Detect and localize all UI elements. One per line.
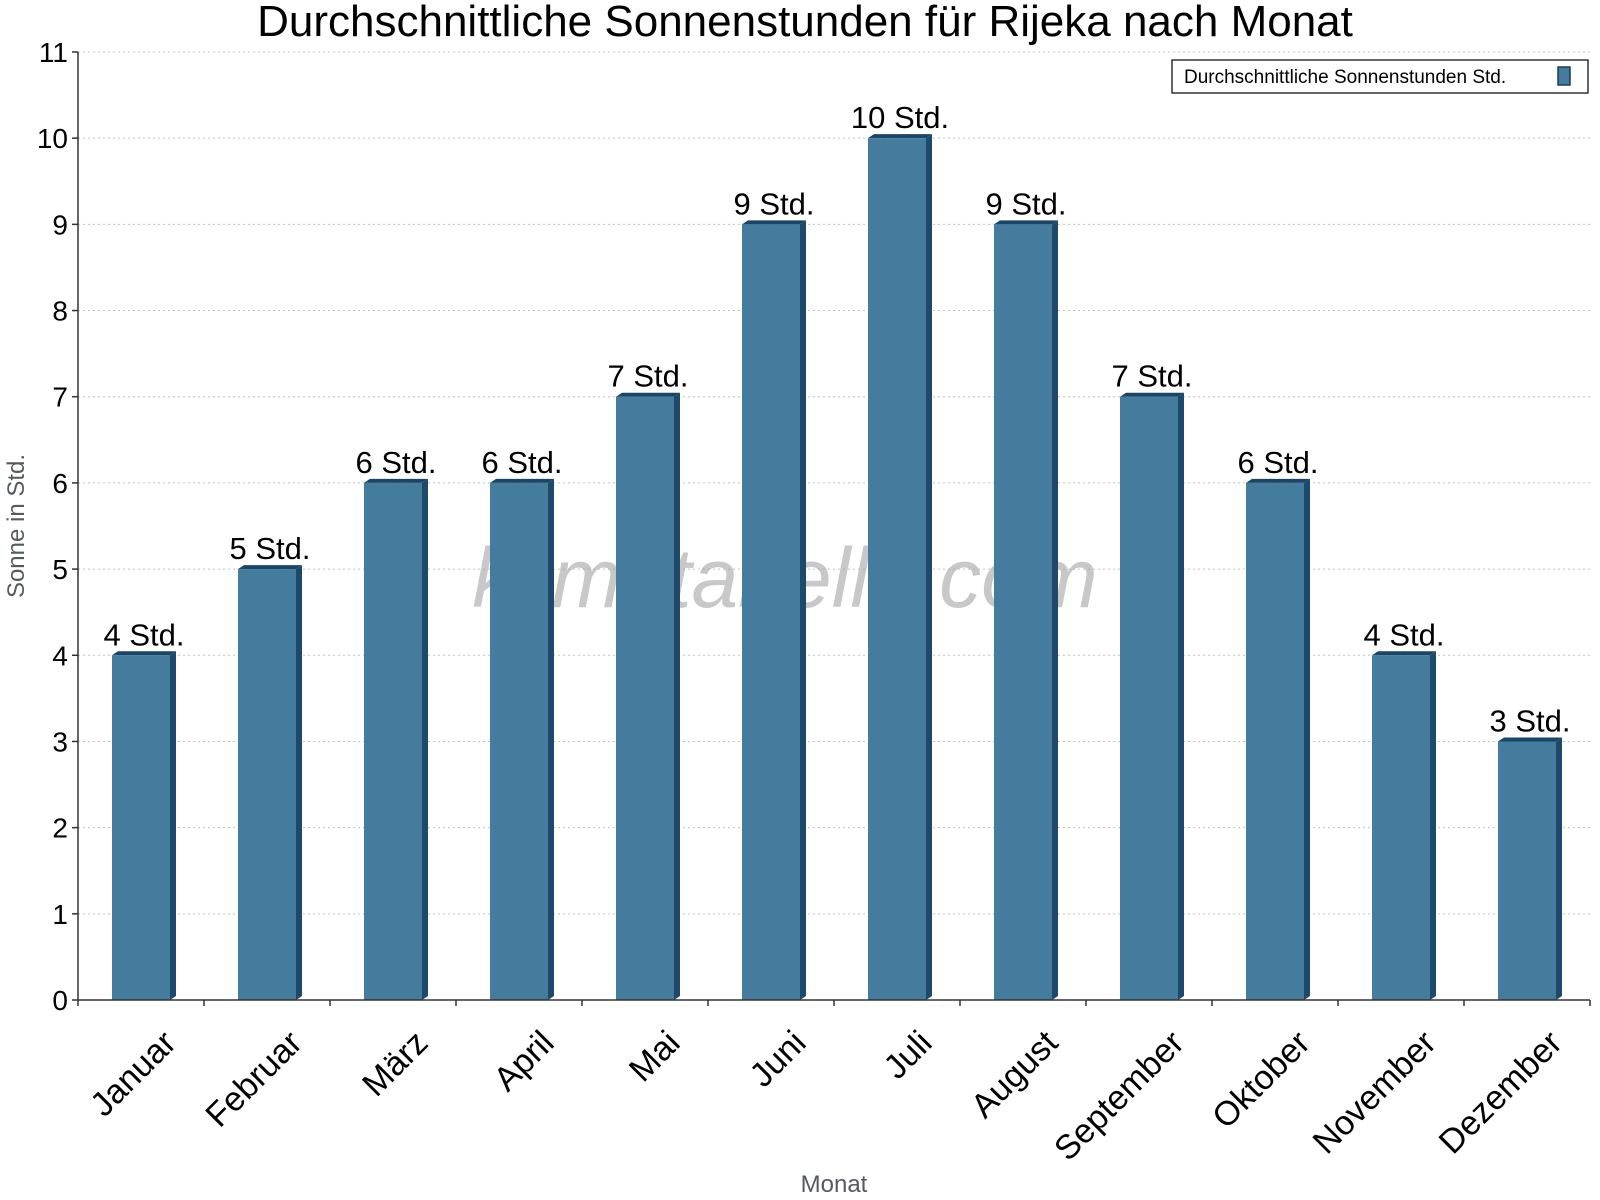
- bar-value-label: 5 Std.: [230, 531, 311, 566]
- bar-front: [490, 482, 548, 1001]
- x-tick-label: Mai: [622, 1024, 688, 1090]
- bar-front: [364, 482, 422, 1001]
- x-tick-label: August: [964, 1023, 1066, 1125]
- y-tick-label: 7: [52, 382, 68, 413]
- bar-side: [1178, 392, 1184, 1000]
- y-tick-label: 11: [39, 37, 68, 68]
- bar-5: [616, 392, 680, 1000]
- bar-top: [238, 565, 302, 570]
- bar-top: [616, 392, 680, 397]
- x-tick-label: Juni: [743, 1024, 814, 1095]
- bar-7: [868, 134, 932, 1000]
- bar-value-label: 6 Std.: [356, 445, 437, 480]
- y-tick-label: 3: [52, 726, 68, 757]
- bars: [112, 134, 1562, 1001]
- bar-side: [548, 478, 554, 1001]
- bar-side: [800, 220, 806, 1000]
- bar-front: [1498, 741, 1556, 1000]
- bar-value-label: 3 Std.: [1490, 703, 1571, 738]
- bar-side: [170, 651, 176, 1000]
- bar-front: [1246, 482, 1304, 1001]
- y-tick-label: 0: [52, 985, 68, 1016]
- y-tick-label: 10: [37, 123, 68, 154]
- bar-front: [238, 569, 296, 1000]
- bar-10: [1246, 478, 1310, 1001]
- bar-value-label: 7 Std.: [608, 359, 689, 394]
- y-tick-label: 8: [52, 296, 68, 327]
- x-tick-labels: Januar Februar März April Mai Juni Juli AugustS…: [83, 1023, 1569, 1168]
- bar-1: [112, 651, 176, 1000]
- bar-top: [490, 478, 554, 483]
- bar-front: [1372, 655, 1430, 1000]
- bar-value-label: 4 Std.: [1364, 617, 1445, 652]
- y-tick-label: 5: [52, 554, 68, 585]
- bar-11: [1372, 651, 1436, 1000]
- legend-label: Durchschnittliche Sonnenstunden Std.: [1184, 67, 1506, 88]
- y-tick-label: 1: [52, 899, 68, 930]
- bar-side: [926, 134, 932, 1000]
- bar-2: [238, 565, 302, 1000]
- x-tick-label: März: [355, 1024, 435, 1104]
- data-labels: 4 Std. 5 Std. 6 Std. 6 Std. 7 Std. 9 Std. 10 S…: [104, 100, 1571, 738]
- x-tick-label: September: [1047, 1024, 1191, 1168]
- bar-side: [1052, 220, 1058, 1000]
- y-tick-label: 4: [52, 640, 68, 671]
- bar-4: [490, 478, 554, 1001]
- bar-top: [742, 220, 806, 225]
- bar-top: [112, 651, 176, 656]
- bar-top: [1246, 478, 1310, 483]
- bar-value-label: 6 Std.: [1238, 445, 1319, 480]
- x-tick-label: April: [487, 1024, 562, 1099]
- bar-value-label: 6 Std.: [482, 445, 563, 480]
- bar-front: [616, 396, 674, 1000]
- bar-front: [994, 224, 1052, 1000]
- bar-value-label: 7 Std.: [1112, 359, 1193, 394]
- x-tick-label: November: [1306, 1024, 1444, 1162]
- grid-lines: [78, 51, 1590, 915]
- bar-8: [994, 220, 1058, 1000]
- x-tick-label: Februar: [198, 1024, 309, 1135]
- chart-title: Durchschnittliche Sonnenstunden für Rije…: [257, 0, 1353, 46]
- x-tick-label: Juli: [877, 1024, 940, 1087]
- bar-side: [296, 565, 302, 1000]
- legend-box: [1171, 59, 1589, 94]
- bar-12: [1498, 737, 1562, 1000]
- bar-value-label: 9 Std.: [986, 186, 1067, 221]
- bar-value-label: 9 Std.: [734, 186, 815, 221]
- bar-top: [364, 478, 428, 483]
- bar-side: [422, 478, 428, 1001]
- bar-front: [1120, 396, 1178, 1000]
- bar-value-label: 10 Std.: [851, 100, 949, 135]
- bar-front: [112, 655, 170, 1000]
- x-tick-label: Oktober: [1205, 1024, 1317, 1136]
- legend: Durchschnittliche Sonnenstunden Std.: [1171, 59, 1589, 94]
- axes: [72, 51, 1591, 1006]
- bar-top: [1498, 737, 1562, 742]
- bar-3: [364, 478, 428, 1001]
- bar-front: [868, 138, 926, 1000]
- bar-side: [1556, 737, 1562, 1000]
- y-tick-label: 9: [52, 209, 68, 240]
- bar-value-label: 4 Std.: [104, 617, 185, 652]
- x-axis-title: Monat: [801, 1171, 868, 1198]
- bar-side: [674, 392, 680, 1000]
- legend-swatch: [1557, 66, 1571, 86]
- x-tick-label: Januar: [83, 1024, 183, 1124]
- bar-side: [1304, 478, 1310, 1001]
- bar-front: [742, 224, 800, 1000]
- bar-top: [868, 134, 932, 139]
- bar-top: [1120, 392, 1184, 397]
- bar-9: [1120, 392, 1184, 1000]
- bar-top: [1372, 651, 1436, 656]
- bar-side: [1430, 651, 1436, 1000]
- y-tick-labels: 0 1 2 3 4 5 6 7 8 9 10 11: [37, 37, 68, 1016]
- bar-top: [994, 220, 1058, 225]
- y-axis-title: Sonne in Std.: [3, 454, 30, 598]
- bar-6: [742, 220, 806, 1000]
- x-tick-label: Dezember: [1432, 1024, 1570, 1162]
- y-tick-label: 6: [52, 468, 68, 499]
- y-tick-label: 2: [52, 813, 68, 844]
